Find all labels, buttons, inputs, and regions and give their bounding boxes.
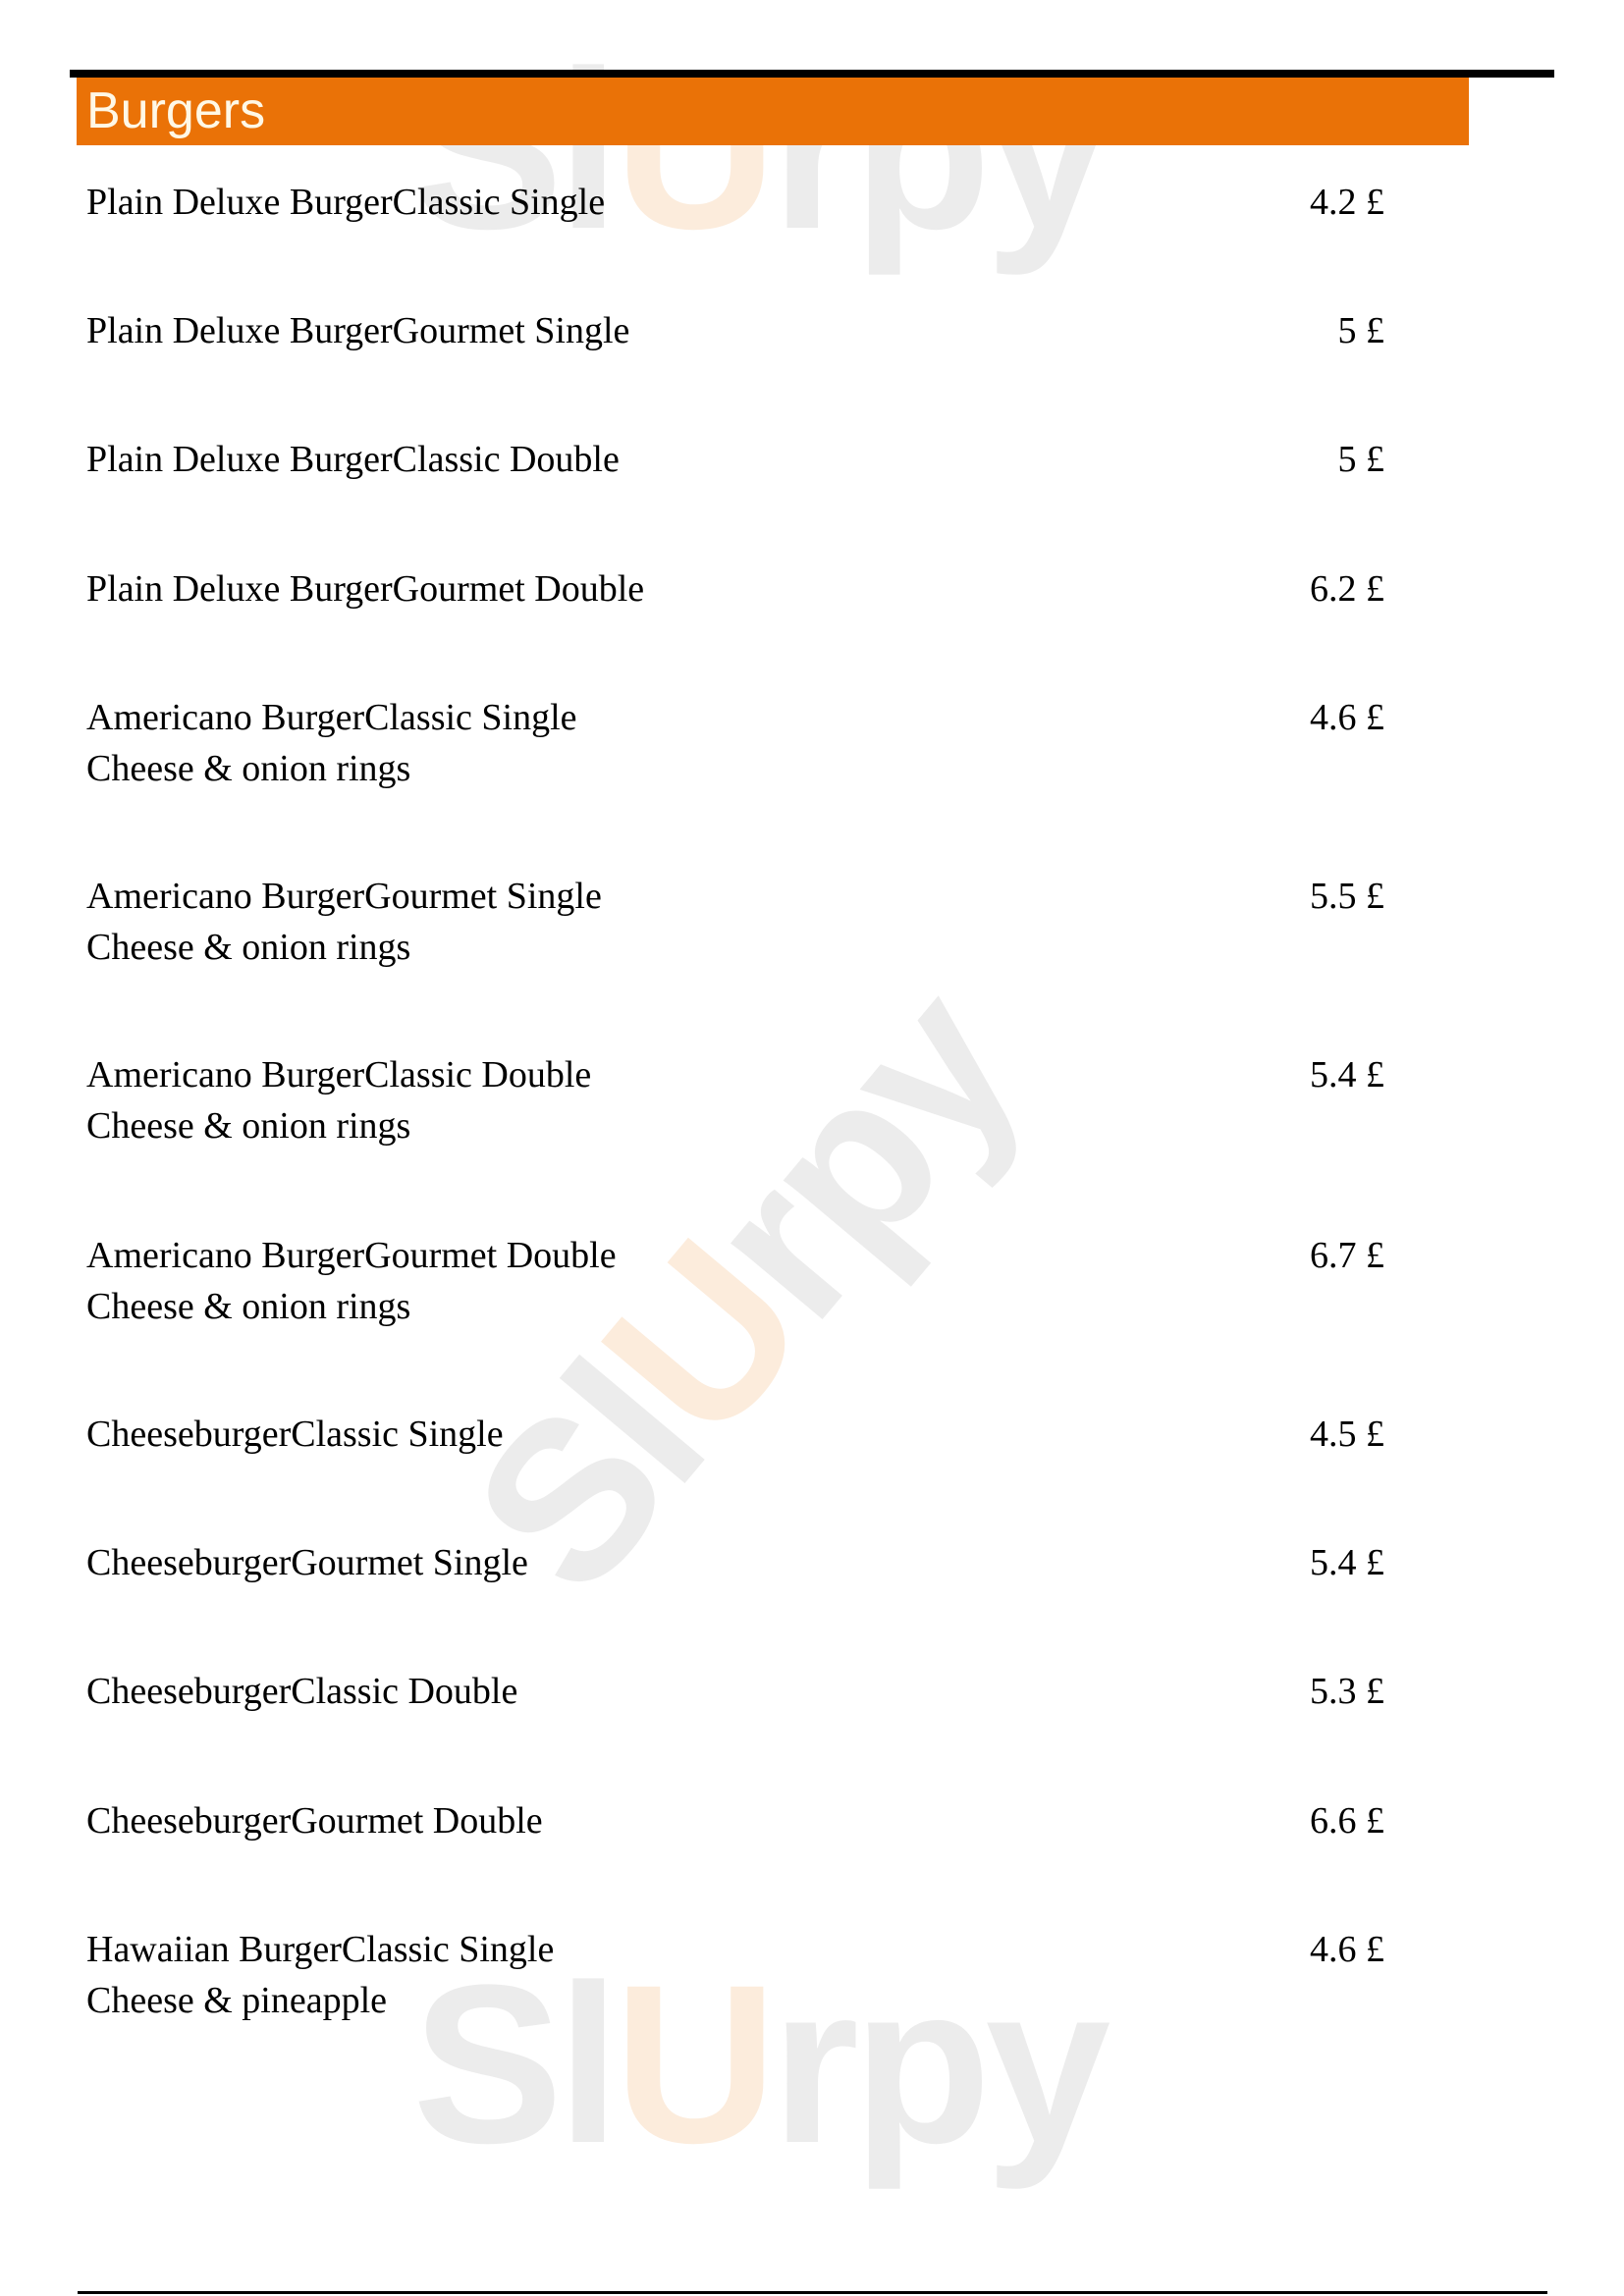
item-description: Cheese & onion rings (86, 1105, 411, 1147)
item-description: Cheese & pineapple (86, 1980, 388, 2021)
watermark-logo: SlUrpy (412, 24, 1110, 276)
menu-item: Plain Deluxe BurgerClassic Single 4.2 £ (86, 177, 1384, 228)
item-name: CheeseburgerClassic Double (86, 1671, 518, 1712)
menu-item: Americano BurgerGourmet Double Cheese & o… (86, 1230, 1384, 1332)
item-name: Plain Deluxe BurgerGourmet Single (86, 310, 630, 351)
top-rule (70, 70, 1554, 78)
menu-item: CheeseburgerClassic Double 5.3 £ (86, 1666, 1384, 1717)
menu-item: Hawaiian BurgerClassic Single Cheese & pi… (86, 1924, 1384, 2026)
item-price: 5.3 £ (1310, 1671, 1384, 1712)
item-price: 5 £ (1337, 439, 1385, 480)
item-name: CheeseburgerClassic Single (86, 1414, 504, 1455)
item-price: 4.5 £ (1310, 1414, 1384, 1455)
item-price: 4.6 £ (1310, 1929, 1384, 1970)
item-name: Americano BurgerClassic Double (86, 1054, 592, 1095)
menu-item: Plain Deluxe BurgerGourmet Single 5 £ (86, 305, 1384, 356)
menu-item: CheeseburgerClassic Single 4.5 £ (86, 1409, 1384, 1460)
item-description: Cheese & onion rings (86, 927, 411, 968)
bottom-rule (78, 2291, 1547, 2294)
item-price: 6.6 £ (1310, 1800, 1384, 1842)
item-price: 4.6 £ (1310, 697, 1384, 738)
item-price: 5.4 £ (1310, 1542, 1384, 1583)
menu-item: Americano BurgerGourmet Single Cheese & o… (86, 871, 1384, 973)
menu-item: Americano BurgerClassic Double Cheese & o… (86, 1049, 1384, 1151)
section-title: Burgers (86, 82, 266, 139)
item-price: 5.5 £ (1310, 876, 1384, 917)
section-header: Burgers (77, 78, 1469, 145)
item-price: 5 £ (1337, 310, 1385, 351)
item-name: Plain Deluxe BurgerClassic Single (86, 182, 606, 223)
menu-item: Americano BurgerClassic Single Cheese & o… (86, 692, 1384, 794)
item-name: Plain Deluxe BurgerGourmet Double (86, 568, 645, 610)
menu-item: CheeseburgerGourmet Double 6.6 £ (86, 1795, 1384, 1846)
item-name: Plain Deluxe BurgerClassic Double (86, 439, 620, 480)
menu-item: Plain Deluxe BurgerGourmet Double 6.2 £ (86, 563, 1384, 614)
item-name: Americano BurgerClassic Single (86, 697, 577, 738)
item-name: CheeseburgerGourmet Single (86, 1542, 528, 1583)
item-name: Americano BurgerGourmet Single (86, 876, 602, 917)
item-description: Cheese & onion rings (86, 748, 411, 789)
item-name: Hawaiian BurgerClassic Single (86, 1929, 555, 1970)
item-price: 6.2 £ (1310, 568, 1384, 610)
item-name: Americano BurgerGourmet Double (86, 1235, 617, 1276)
menu-item: CheeseburgerGourmet Single 5.4 £ (86, 1537, 1384, 1588)
item-price: 6.7 £ (1310, 1235, 1384, 1276)
item-price: 5.4 £ (1310, 1054, 1384, 1095)
menu-item: Plain Deluxe BurgerClassic Double 5 £ (86, 434, 1384, 485)
item-name: CheeseburgerGourmet Double (86, 1800, 543, 1842)
item-price: 4.2 £ (1310, 182, 1384, 223)
item-description: Cheese & onion rings (86, 1286, 411, 1327)
